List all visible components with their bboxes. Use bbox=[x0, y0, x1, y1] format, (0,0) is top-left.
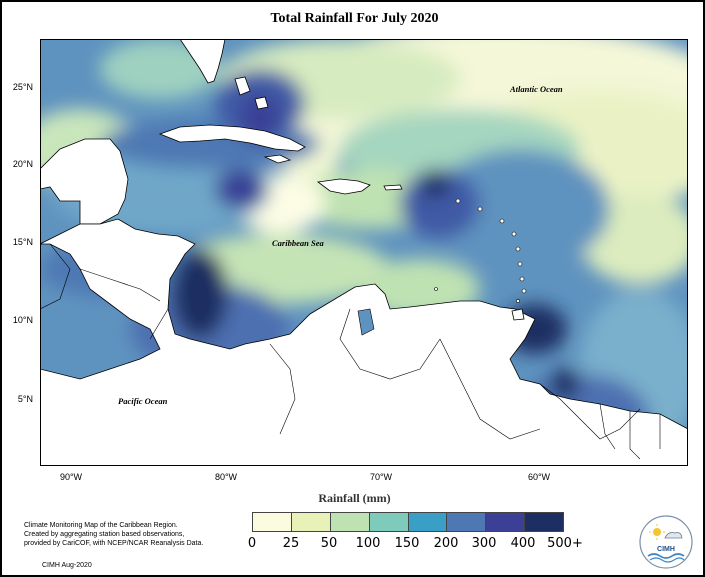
credit-text: Climate Monitoring Map of the Caribbean … bbox=[24, 521, 203, 548]
credit-date: CIMH Aug-2020 bbox=[42, 562, 92, 569]
credit-line: provided by CariCOF, with NCEP/NCAR Rean… bbox=[24, 540, 204, 547]
land-masses bbox=[40, 39, 688, 466]
legend-swatch bbox=[486, 513, 526, 531]
borders bbox=[40, 243, 661, 460]
caribbean-label: Caribbean Sea bbox=[272, 238, 324, 248]
lat-label-15n: 15°N bbox=[12, 237, 33, 247]
lat-label-10n: 10°N bbox=[12, 315, 33, 325]
lat-label-5n: 5°N bbox=[17, 394, 33, 404]
legend-swatch bbox=[291, 513, 331, 531]
map-title: Total Rainfall For July 2020 bbox=[270, 11, 439, 26]
legend-swatch bbox=[369, 513, 409, 531]
atlantic-label: Atlantic Ocean bbox=[509, 84, 563, 94]
legend-swatch bbox=[525, 513, 563, 531]
legend-swatch bbox=[408, 513, 448, 531]
legend-tick: 100 bbox=[355, 536, 381, 551]
lat-label-20n: 20°N bbox=[12, 159, 33, 169]
legend-tick: 0 bbox=[247, 536, 257, 551]
legend-tick: 150 bbox=[394, 536, 420, 551]
legend-swatch bbox=[330, 513, 370, 531]
legend-tick: 25 bbox=[282, 536, 300, 551]
rainfall-map: Atlantic Ocean Caribbean Sea Pacific Oce… bbox=[40, 39, 688, 466]
lon-label-70w: 70°W bbox=[369, 472, 393, 482]
lesser-antilles bbox=[434, 198, 527, 303]
legend-swatch bbox=[253, 513, 292, 531]
lon-label-90w: 90°W bbox=[59, 472, 83, 482]
legend-tick: 200 bbox=[433, 536, 459, 551]
lat-label-25n: 25°N bbox=[12, 82, 33, 92]
legend-tick: 50 bbox=[320, 536, 338, 551]
pacific-label: Pacific Ocean bbox=[118, 396, 168, 406]
lon-label-80w: 80°W bbox=[214, 472, 238, 482]
legend-swatch bbox=[447, 513, 487, 531]
lon-label-60w: 60°W bbox=[527, 472, 551, 482]
credit-line: Climate Monitoring Map of the Caribbean … bbox=[24, 522, 178, 529]
cimh-logo: CIMH bbox=[639, 515, 693, 569]
credit-line: Created by aggregating station based obs… bbox=[24, 531, 185, 538]
legend-colorbar bbox=[252, 512, 564, 532]
legend-title: Rainfall (mm) bbox=[318, 491, 391, 505]
legend-tick: 500+ bbox=[547, 536, 583, 551]
legend-tick: 400 bbox=[510, 536, 536, 551]
legend-tick: 300 bbox=[471, 536, 497, 551]
logo-text: CIMH bbox=[657, 546, 675, 553]
